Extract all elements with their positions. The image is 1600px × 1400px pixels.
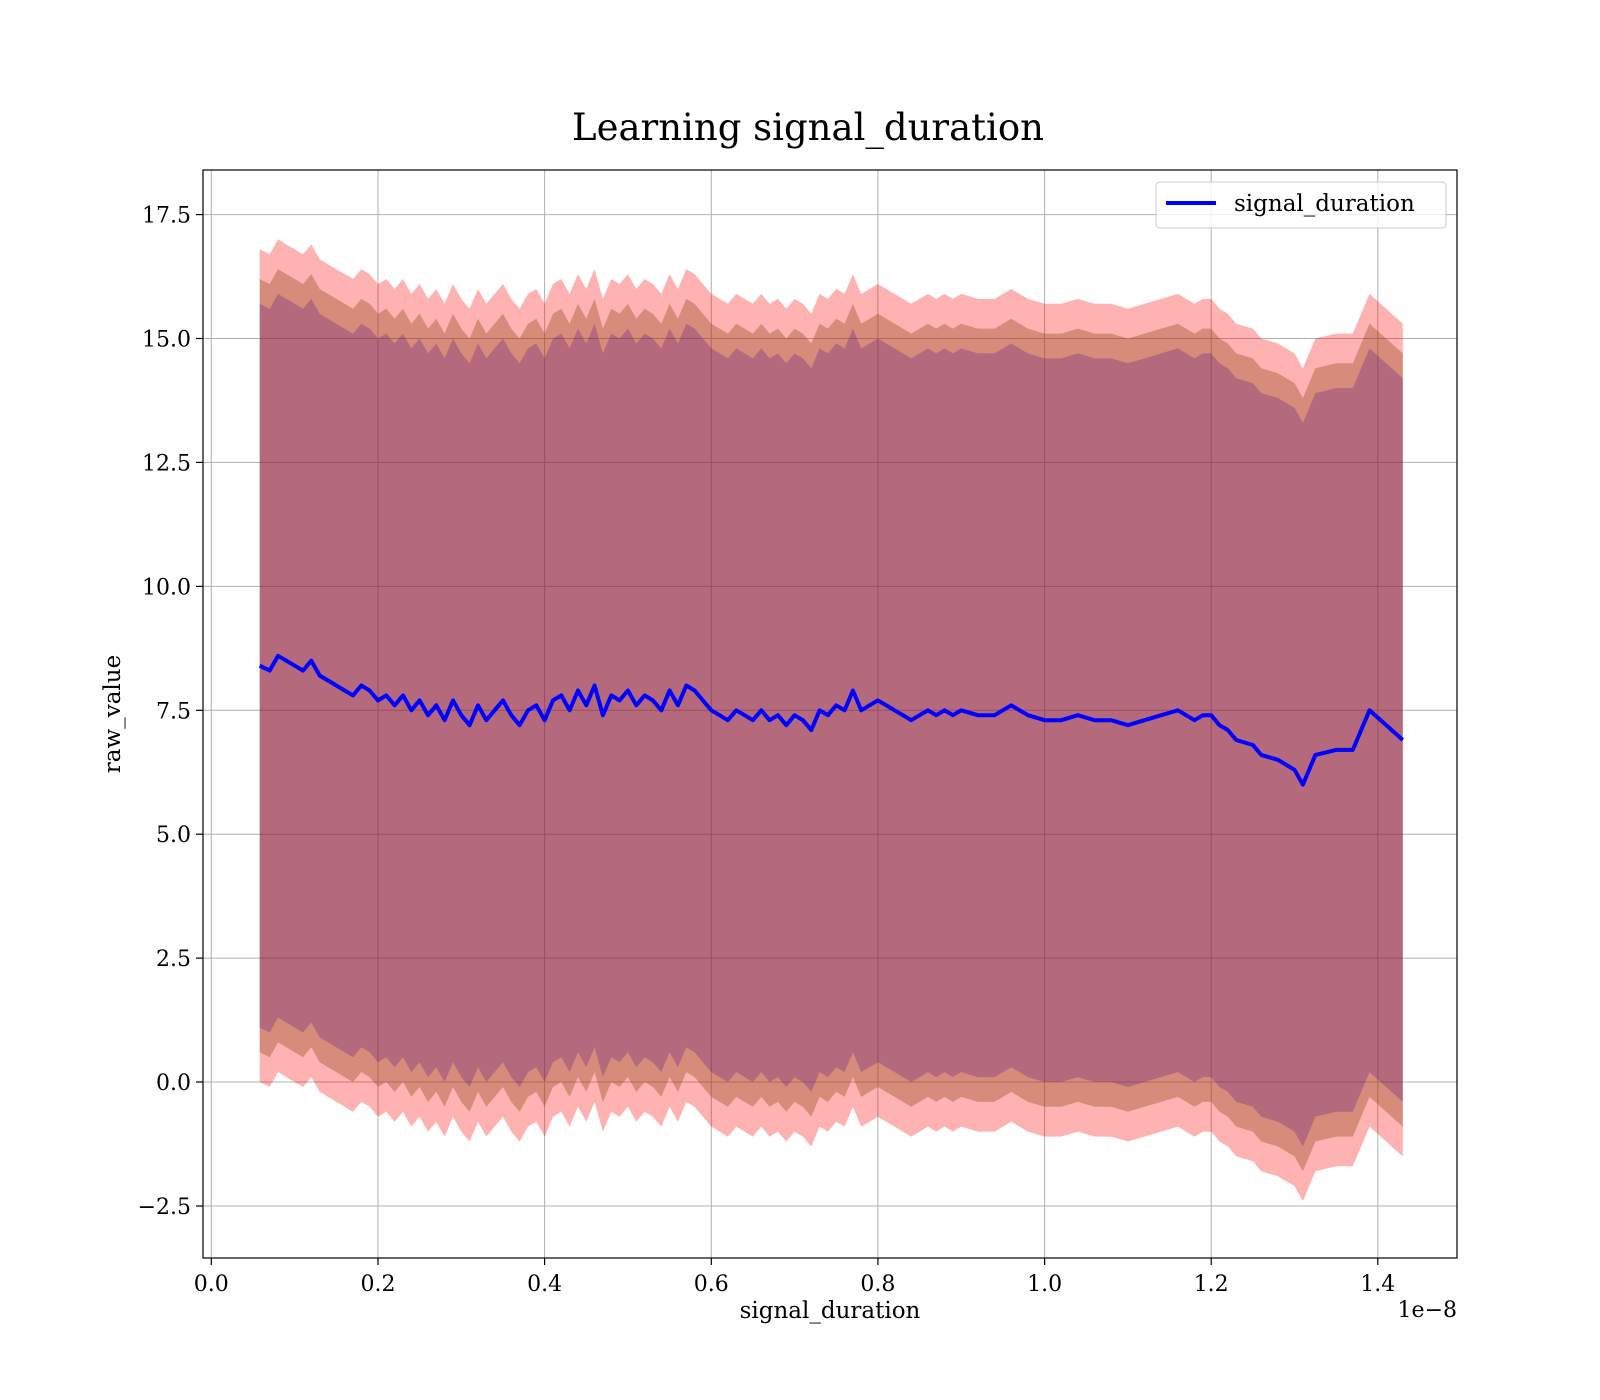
x-tick-label: 0.6 bbox=[694, 1272, 729, 1297]
x-tick-label: 0.2 bbox=[361, 1272, 396, 1297]
uncertainty-band-0 bbox=[259, 239, 1403, 1201]
y-tick-label: 12.5 bbox=[142, 451, 191, 476]
x-tick-label: 1.2 bbox=[1194, 1272, 1229, 1297]
series-lines bbox=[258, 653, 1405, 787]
y-axis-label: raw_value bbox=[100, 655, 126, 773]
x-tick-label: 0.4 bbox=[527, 1272, 562, 1297]
y-tick-label: 0.0 bbox=[156, 1071, 191, 1096]
series-line-signal-duration bbox=[258, 653, 1405, 787]
x-tick-label: 0.0 bbox=[194, 1272, 229, 1297]
uncertainty-bands bbox=[259, 239, 1403, 1201]
x-axis-ticks: 0.0 0.2 0.4 0.6 0.8 1.0 1.2 1.4 bbox=[194, 1258, 1395, 1297]
x-tick-label: 1.4 bbox=[1360, 1272, 1395, 1297]
plot-area-frame bbox=[202, 169, 1458, 1259]
legend: signal_duration bbox=[1155, 181, 1447, 229]
y-tick-label: 2.5 bbox=[156, 947, 191, 972]
y-tick-label: 17.5 bbox=[142, 204, 191, 229]
uncertainty-band-2 bbox=[259, 293, 1403, 1147]
x-tick-label: 0.8 bbox=[860, 1272, 895, 1297]
x-tick-label: 1.0 bbox=[1027, 1272, 1062, 1297]
grid bbox=[203, 170, 1457, 1258]
x-axis-label: signal_duration bbox=[740, 1298, 921, 1324]
y-tick-label: 5.0 bbox=[156, 823, 191, 848]
x-axis-offset-label: 1e−8 bbox=[1398, 1298, 1457, 1323]
y-tick-label: −2.5 bbox=[138, 1195, 191, 1220]
y-tick-label: 10.0 bbox=[142, 575, 191, 600]
y-tick-label: 7.5 bbox=[156, 699, 191, 724]
chart-title: Learning signal_duration bbox=[572, 106, 1044, 150]
legend-box bbox=[1155, 181, 1447, 229]
legend-label-signal-duration: signal_duration bbox=[1234, 191, 1415, 217]
y-tick-label: 15.0 bbox=[142, 328, 191, 353]
uncertainty-band-1 bbox=[259, 269, 1403, 1172]
y-axis-ticks: −2.5 0.0 2.5 5.0 7.5 10.0 12.5 15.0 17.5 bbox=[138, 204, 203, 1220]
